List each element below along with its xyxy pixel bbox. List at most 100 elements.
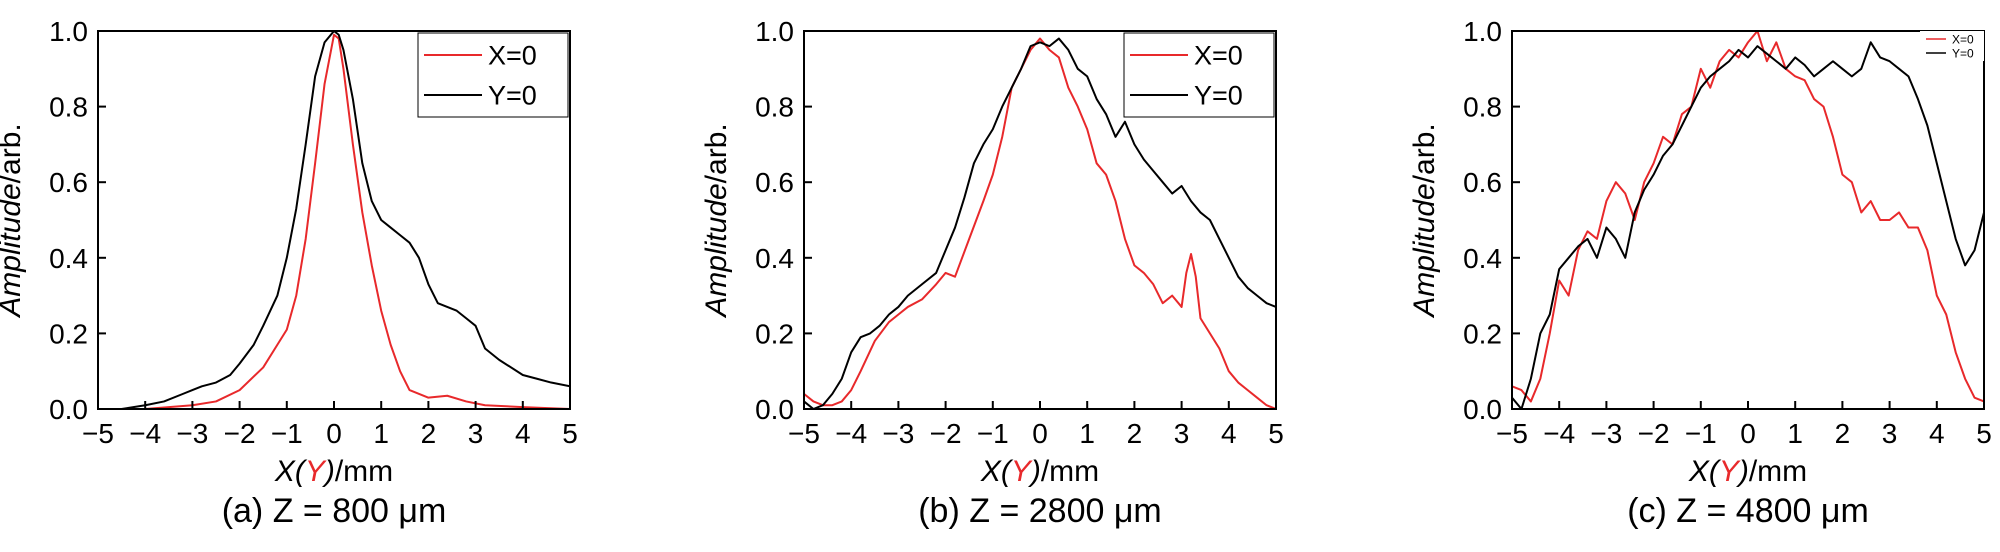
series-line-0 <box>1512 31 1984 403</box>
y-tick-label: 0.6 <box>49 167 88 198</box>
x-tick-label: 0 <box>326 418 342 449</box>
x-axis-label-part: /mm <box>335 455 393 488</box>
x-tick-label: 1 <box>373 418 389 449</box>
x-tick-label: −4 <box>129 418 161 449</box>
y-axis-label: Amplitude/arb. <box>1408 123 1441 318</box>
x-tick-label: 5 <box>1976 418 1992 449</box>
y-tick-label: 0.6 <box>755 167 794 198</box>
y-tick-label: 0.0 <box>1463 394 1502 425</box>
series-line-0 <box>98 33 570 409</box>
x-tick-label: −4 <box>835 418 867 449</box>
y-axis-label-part: /arb. <box>700 123 733 183</box>
x-tick-label: −2 <box>930 418 962 449</box>
legend-label-0: X=0 <box>1194 41 1243 71</box>
y-tick-label: 0.0 <box>755 394 794 425</box>
x-tick-label: −5 <box>82 418 114 449</box>
x-axis-label-part: /mm <box>1749 455 1807 488</box>
x-axis-label-part: ) <box>322 455 335 488</box>
x-tick-label: −2 <box>1638 418 1670 449</box>
y-tick-label: 0.2 <box>49 318 88 349</box>
x-tick-label: 3 <box>468 418 484 449</box>
x-tick-label: 1 <box>1079 418 1095 449</box>
legend-label-1: Y=0 <box>1952 46 1974 60</box>
x-axis-label-part: ( <box>295 455 308 488</box>
legend-box <box>1920 31 1984 61</box>
x-axis-label-part: ( <box>1709 455 1722 488</box>
x-tick-label: 3 <box>1174 418 1190 449</box>
x-tick-label: 3 <box>1882 418 1898 449</box>
y-tick-label: 0.4 <box>49 243 88 274</box>
x-tick-label: −5 <box>1496 418 1528 449</box>
x-tick-label: −1 <box>1685 418 1717 449</box>
legend-label-0: X=0 <box>1952 32 1974 46</box>
y-tick-label: 0.4 <box>755 243 794 274</box>
x-tick-label: 2 <box>1127 418 1143 449</box>
x-tick-label: −2 <box>224 418 256 449</box>
y-tick-label: 0.8 <box>49 92 88 123</box>
x-axis-label-part: X <box>1688 455 1710 488</box>
x-axis-label-part: Y <box>1011 455 1033 488</box>
series-line-0 <box>804 37 1276 409</box>
series-line-1 <box>1512 41 1984 409</box>
x-axis-label-part: Y <box>305 455 327 488</box>
x-tick-label: −1 <box>271 418 303 449</box>
x-tick-label: 4 <box>515 418 531 449</box>
x-tick-label: 1 <box>1787 418 1803 449</box>
x-axis-label-part: ) <box>1736 455 1749 488</box>
panel-caption: (c) Z = 4800 μm <box>1627 492 1869 530</box>
x-tick-label: 0 <box>1032 418 1048 449</box>
x-axis-label-part: X <box>274 455 296 488</box>
x-tick-label: 2 <box>421 418 437 449</box>
x-tick-label: −3 <box>1590 418 1622 449</box>
y-tick-label: 1.0 <box>1463 16 1502 47</box>
panel-caption: (b) Z = 2800 μm <box>918 492 1162 530</box>
y-axis-label: Amplitude/arb. <box>0 123 27 318</box>
x-axis-label-part: /mm <box>1041 455 1099 488</box>
legend-box <box>1123 32 1275 118</box>
x-tick-label: 4 <box>1929 418 1945 449</box>
x-tick-label: 5 <box>562 418 578 449</box>
y-axis-label-part: Amplitude <box>1408 183 1441 318</box>
legend-box <box>417 32 569 118</box>
legend: X=0Y=0 <box>1920 31 1984 61</box>
x-tick-label: 5 <box>1268 418 1284 449</box>
x-tick-label: −3 <box>882 418 914 449</box>
y-tick-label: 1.0 <box>49 16 88 47</box>
y-axis-label-part: Amplitude <box>700 183 733 318</box>
y-tick-label: 0.8 <box>1463 92 1502 123</box>
series-line-1 <box>804 37 1276 409</box>
chart-panel-0: −5 −4 −3 −2 −1 0 1 2 3 4 5 0.0 0.2 0.4 0.6 0.8 1.0 X(Y)/m… <box>0 16 578 530</box>
legend-label-1: Y=0 <box>1194 81 1243 111</box>
x-tick-label: 2 <box>1835 418 1851 449</box>
x-axis-label: X(Y)/mm <box>980 455 1099 488</box>
y-axis-label-part: Amplitude <box>0 183 27 318</box>
y-axis-label-part: /arb. <box>1408 123 1441 183</box>
y-axis-label: Amplitude/arb. <box>700 123 733 318</box>
x-axis-label-part: X <box>980 455 1002 488</box>
y-tick-label: 1.0 <box>755 16 794 47</box>
legend: X=0Y=0 <box>417 32 569 118</box>
x-tick-label: −1 <box>977 418 1009 449</box>
x-axis-label-part: ( <box>1001 455 1014 488</box>
y-tick-label: 0.0 <box>49 394 88 425</box>
panel-caption: (a) Z = 800 μm <box>222 492 447 530</box>
y-tick-label: 0.2 <box>1463 318 1502 349</box>
legend: X=0Y=0 <box>1123 32 1275 118</box>
y-axis-label-part: /arb. <box>0 123 27 183</box>
x-tick-label: 0 <box>1740 418 1756 449</box>
x-axis-label-part: Y <box>1719 455 1741 488</box>
x-axis-label: X(Y)/mm <box>274 455 393 488</box>
x-tick-label: −3 <box>176 418 208 449</box>
x-tick-label: −4 <box>1543 418 1575 449</box>
y-tick-label: 0.4 <box>1463 243 1502 274</box>
chart-panel-2: −5 −4 −3 −2 −1 0 1 2 3 4 5 0.0 0.2 0.4 0.6 0.8 1.0 X(Y)/m… <box>1408 16 1992 530</box>
series-line-1 <box>98 31 570 409</box>
x-tick-label: 4 <box>1221 418 1237 449</box>
x-tick-label: −5 <box>788 418 820 449</box>
y-tick-label: 0.2 <box>755 318 794 349</box>
y-tick-label: 0.8 <box>755 92 794 123</box>
legend-label-0: X=0 <box>488 41 537 71</box>
legend-label-1: Y=0 <box>488 81 537 111</box>
x-axis-label: X(Y)/mm <box>1688 455 1807 488</box>
